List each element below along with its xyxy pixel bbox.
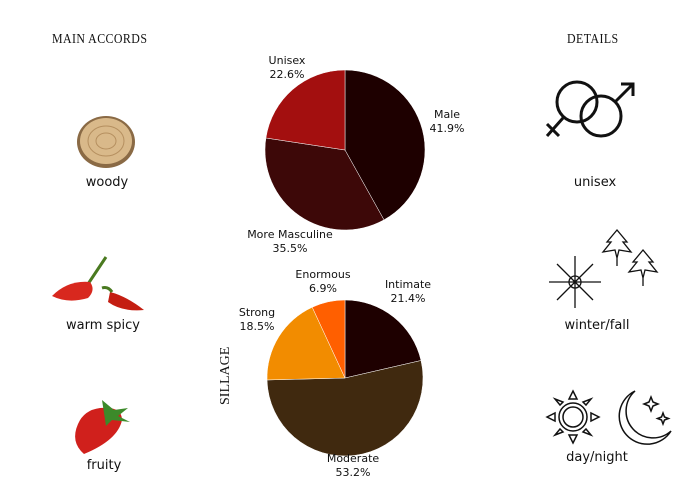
detail-label-winter-fall: winter/fall: [564, 318, 630, 333]
slice-value: 41.9%: [429, 122, 465, 135]
slice-name: Male: [433, 108, 461, 121]
pie-slice-unisex: [265, 69, 346, 151]
slice-value: 22.6%: [269, 68, 305, 81]
slice-name: Intimate: [384, 278, 432, 291]
accord-label-warm-spicy: warm spicy: [66, 318, 140, 333]
slice-name: Enormous: [295, 268, 351, 281]
accord-label-woody: woody: [85, 175, 129, 190]
pie-slice-more-masculine: [264, 137, 385, 231]
accord-label-fruity: fruity: [86, 458, 122, 473]
slice-name: Moderate: [326, 452, 380, 465]
main-accords-heading: MAIN ACCORDS: [52, 32, 148, 47]
slice-label: Strong 18.5%: [239, 306, 275, 334]
slice-value: 35.5%: [272, 242, 308, 255]
slice-value: 18.5%: [239, 320, 275, 333]
slice-label: Moderate 53.2%: [327, 452, 379, 480]
strawberry-icon: [75, 400, 130, 454]
slice-value: 53.2%: [335, 466, 371, 479]
sun-moon-icon: [545, 389, 672, 445]
detail-label-unisex: unisex: [573, 175, 617, 190]
details-heading: DETAILS: [567, 32, 619, 47]
slice-label: Enormous 6.9%: [295, 268, 350, 296]
pie-slice-intimate: [344, 299, 422, 379]
wood-slice-icon: [77, 116, 135, 168]
detail-label-day-night: day/night: [566, 450, 628, 465]
slice-label: Intimate 21.4%: [385, 278, 431, 306]
slice-label: Male 41.9%: [430, 108, 465, 136]
pie-slice-moderate: [266, 360, 424, 457]
snowflake-leaves-icon: [549, 228, 659, 308]
slice-name: Unisex: [268, 54, 306, 67]
slice-label: Unisex 22.6%: [269, 54, 306, 82]
pie-slice-male: [344, 69, 426, 221]
slice-label: More Masculine 35.5%: [247, 228, 333, 256]
slice-name: More Masculine: [247, 228, 333, 241]
slice-value: 21.4%: [390, 292, 426, 305]
pie-slice-enormous: [311, 299, 346, 379]
sillage-label: SILLAGE: [218, 346, 233, 405]
gender-symbols-icon: [545, 80, 635, 138]
chili-pepper-icon: [52, 256, 144, 311]
slice-name: Strong: [238, 306, 276, 319]
slice-value: 6.9%: [309, 282, 337, 295]
pie-slice-strong: [266, 306, 346, 381]
